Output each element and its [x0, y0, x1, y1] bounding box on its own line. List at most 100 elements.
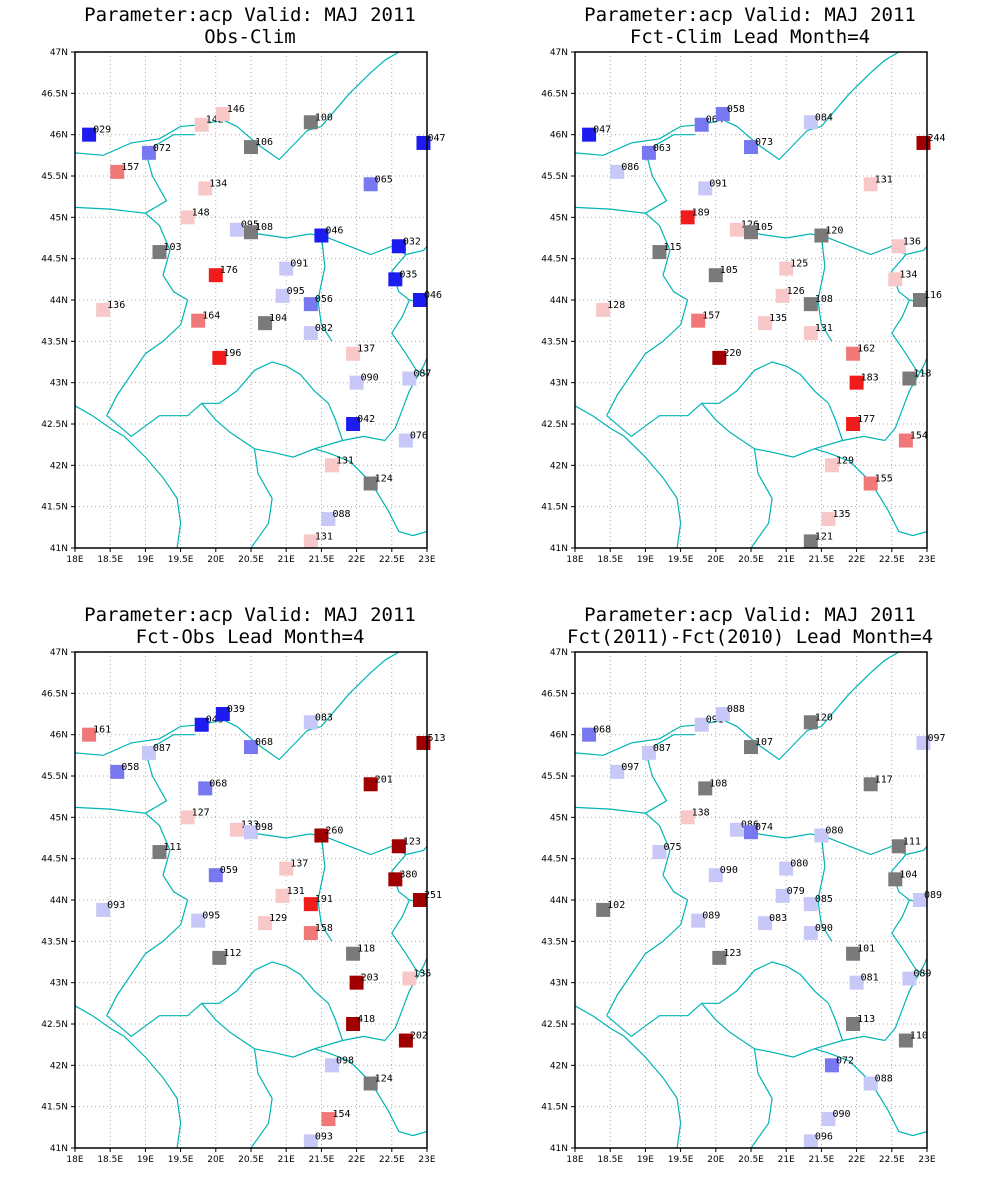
map-panel-fct-diff: Parameter:acp Valid: MAJ 2011 Fct(2011)-F… [500, 600, 1000, 1200]
tick-label-lon: 19.5E [668, 555, 694, 565]
border-line [729, 229, 928, 305]
border-line [729, 829, 928, 905]
tick-label-lon: 19E [637, 1155, 654, 1165]
tick-label-lat: 41N [550, 544, 568, 554]
station-marker [314, 828, 329, 843]
station-marker [363, 1076, 378, 1091]
border-line [74, 134, 195, 214]
station-value-label: 073 [755, 137, 773, 148]
station-marker [152, 845, 167, 860]
border-line [814, 448, 928, 537]
border-line [201, 402, 273, 549]
tick-label-lon: 21E [278, 1155, 295, 1165]
station-value-label: 100 [315, 112, 333, 123]
border-line [405, 845, 428, 856]
station-value-label: 065 [375, 174, 393, 185]
station-marker [208, 268, 223, 283]
tick-label-lat: 43.5N [541, 337, 568, 347]
tick-label-lat: 45.5N [541, 772, 568, 782]
tick-label-lon: 21.5E [809, 555, 835, 565]
station-value-label: 093 [107, 900, 125, 911]
station-marker [141, 745, 156, 760]
station-marker [215, 107, 230, 121]
station-marker [82, 727, 97, 742]
station-marker [388, 272, 403, 287]
station-value-label: 096 [815, 1131, 833, 1142]
tick-label-lat: 47N [550, 48, 568, 58]
station-value-label: 418 [357, 1014, 375, 1025]
station-marker [212, 950, 227, 965]
tick-label-lat: 45.5N [541, 172, 568, 182]
station-value-label: 260 [325, 826, 343, 837]
border-line [317, 835, 333, 942]
station-marker [303, 534, 318, 549]
border-line [817, 835, 833, 942]
station-marker [321, 1112, 336, 1127]
station-marker [863, 777, 878, 792]
station-value-label: 120 [815, 712, 833, 723]
tick-label-lon: 21.5E [309, 555, 335, 565]
station-value-label: 220 [723, 348, 741, 359]
station-marker [96, 902, 111, 917]
tick-label-lat: 45.5N [41, 772, 68, 782]
station-marker [898, 1033, 913, 1048]
station-value-label: 079 [787, 886, 805, 897]
station-value-label: 101 [857, 944, 875, 955]
station-value-label: 120 [825, 226, 843, 237]
border-line [905, 845, 928, 856]
tick-label-lat: 44N [550, 896, 568, 906]
map-subtitle: Obs-Clim [204, 26, 296, 48]
tick-label-lon: 19.5E [168, 1155, 194, 1165]
tick-label-lat: 45N [550, 813, 568, 823]
tick-label-lat: 42.5N [541, 420, 568, 430]
station-marker [680, 210, 695, 225]
station-value-label: 091 [706, 715, 724, 726]
station-value-label: 097 [621, 762, 639, 773]
station-value-label: 087 [413, 369, 431, 380]
tick-label-lat: 42N [50, 461, 68, 471]
station-value-label: 098 [255, 822, 273, 833]
border-line [229, 829, 428, 905]
station-value-label: 107 [755, 737, 773, 748]
tick-label-lon: 23E [418, 555, 435, 565]
tick-label-lat: 44.5N [541, 255, 568, 265]
station-marker [691, 313, 706, 328]
station-marker [349, 975, 364, 990]
station-marker [803, 326, 818, 341]
station-value-label: 117 [875, 774, 893, 785]
station-marker [402, 971, 417, 986]
station-marker [729, 822, 744, 837]
station-value-label: 131 [315, 531, 333, 542]
station-marker [779, 261, 794, 276]
map-subtitle: Fct-Clim Lead Month=4 [630, 26, 870, 48]
tick-label-lat: 44.5N [541, 855, 568, 865]
station-marker [803, 297, 818, 312]
station-marker [715, 707, 730, 721]
station-value-label: 134 [899, 269, 917, 280]
station-marker [849, 375, 864, 390]
border-line [229, 229, 428, 305]
tick-label-lon: 20.5E [738, 555, 764, 565]
station-value-label: 108 [255, 222, 273, 233]
tick-label-lon: 22E [848, 555, 865, 565]
border-line [574, 1005, 682, 1149]
station-value-label: 083 [315, 712, 333, 723]
map-panel-obs-clim: Parameter:acp Valid: MAJ 2011 Obs-Clim 18E… [0, 0, 500, 600]
border-line [814, 1048, 928, 1137]
station-marker [180, 210, 195, 225]
station-value-label: 137 [357, 344, 375, 355]
border-line [905, 245, 928, 256]
station-value-label: 097 [927, 733, 945, 744]
station-marker [275, 288, 290, 303]
tick-label-lon: 20.5E [238, 1155, 264, 1165]
map-frame [74, 651, 428, 1149]
station-marker [814, 228, 829, 243]
station-value-label: 068 [209, 778, 227, 789]
station-value-label: 105 [720, 265, 738, 276]
station-marker [680, 810, 695, 825]
station-marker [814, 828, 829, 843]
map-title: Parameter:acp Valid: MAJ 2011 [584, 4, 916, 26]
tick-label-lon: 19E [137, 1155, 154, 1165]
